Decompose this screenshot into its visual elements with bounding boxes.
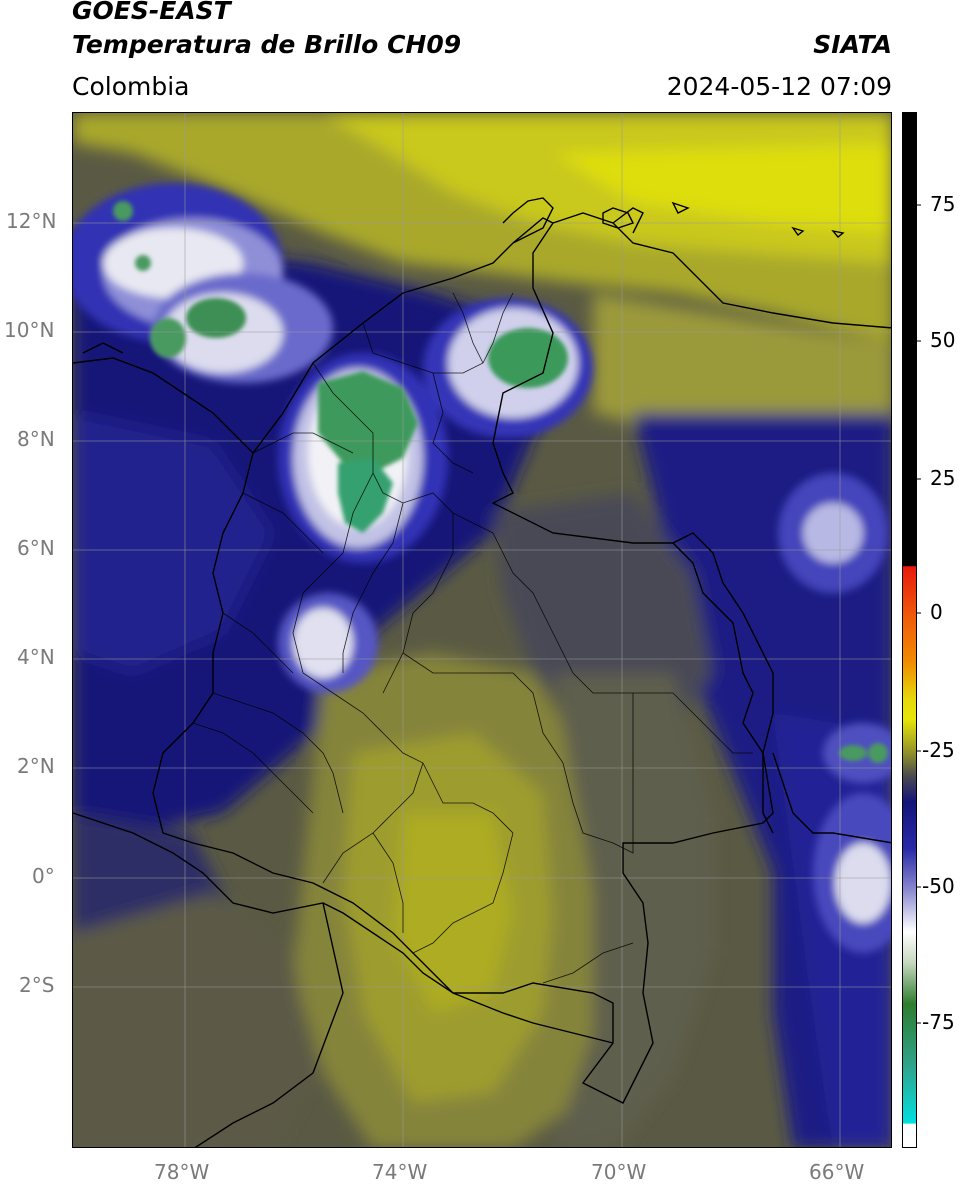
- colorbar-tick-minus25: -25: [922, 738, 955, 762]
- agency-label: SIATA: [813, 30, 892, 59]
- colorbar-ticks: [916, 204, 921, 1024]
- lat-label-2n: 2°N: [17, 754, 55, 778]
- map-gridlines: [73, 113, 891, 1147]
- lat-label-2s: 2°S: [19, 973, 55, 997]
- lat-label-8n: 8°N: [17, 427, 55, 451]
- lon-label-78w: 78°W: [154, 1160, 210, 1184]
- colorbar-tick-minus75: -75: [922, 1010, 955, 1034]
- satellite-title: GOES-EAST: [72, 0, 231, 25]
- lon-label-74w: 74°W: [372, 1160, 428, 1184]
- datetime-label: 2024-05-12 07:09: [666, 72, 892, 101]
- colorbar-tick-minus50: -50: [922, 874, 955, 898]
- region-label: Colombia: [72, 72, 190, 101]
- map-svg: [73, 113, 891, 1147]
- brightness-temperature-field: [73, 113, 891, 1147]
- lat-label-6n: 6°N: [17, 536, 55, 560]
- colombia-outline: [152, 217, 774, 1104]
- lat-label-4n: 4°N: [17, 645, 55, 669]
- country-borders: [73, 197, 891, 1147]
- colorbar-tick-25: 25: [930, 466, 956, 490]
- lat-label-12n: 12°N: [6, 209, 57, 233]
- colorbar-tick-50: 50: [930, 328, 956, 352]
- product-title: Temperatura de Brillo CH09: [72, 30, 462, 59]
- colorbar: [902, 112, 917, 1148]
- satellite-map: [72, 112, 892, 1148]
- lon-label-66w: 66°W: [809, 1160, 865, 1184]
- lat-label-0: 0°: [32, 864, 55, 888]
- colorbar-svg: [903, 113, 916, 1147]
- colorbar-tick-0: 0: [930, 600, 943, 624]
- lon-label-70w: 70°W: [591, 1160, 647, 1184]
- colorbar-tick-75: 75: [930, 192, 956, 216]
- department-borders: [192, 292, 753, 984]
- lat-label-10n: 10°N: [4, 318, 55, 342]
